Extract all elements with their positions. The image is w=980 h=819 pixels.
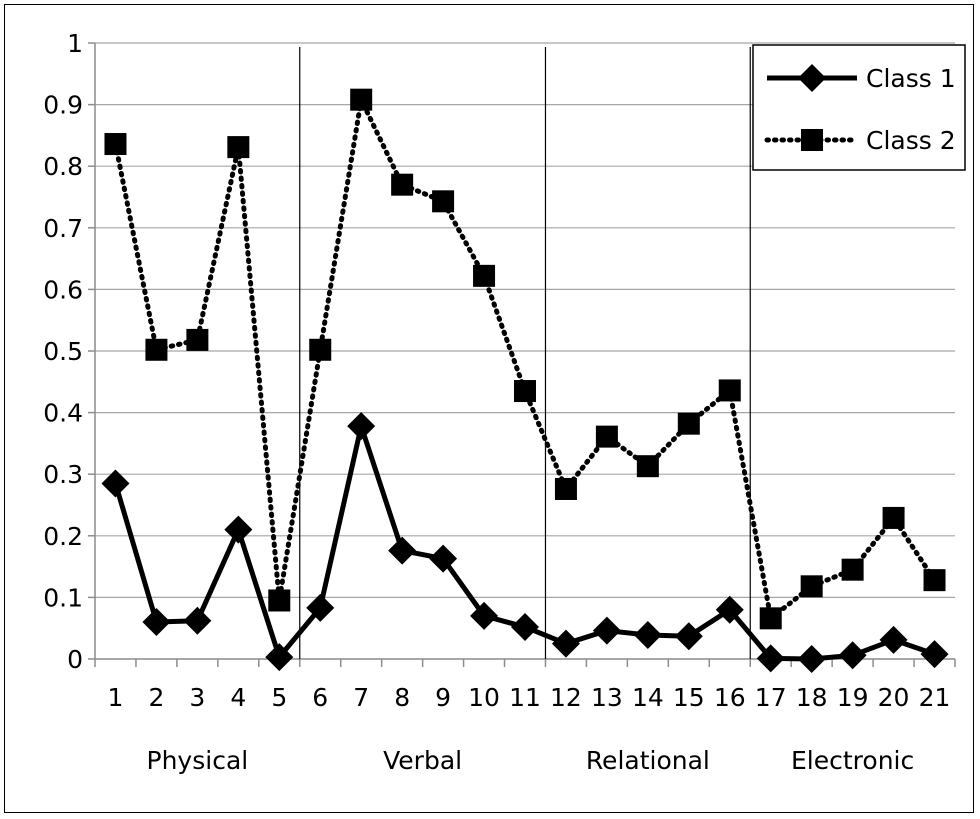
diamond-marker: [511, 612, 539, 641]
x-tick-label: 19: [837, 683, 869, 712]
x-tick-label: 20: [878, 683, 910, 712]
diamond-marker: [347, 412, 376, 441]
y-tick-label: 0.7: [43, 214, 83, 243]
x-tick-label: 16: [714, 683, 746, 712]
y-tick-label: 0.9: [43, 91, 83, 120]
diamond-marker: [838, 641, 867, 670]
diamond-marker: [224, 515, 253, 544]
y-tick-label: 0.4: [43, 399, 83, 428]
square-marker: [514, 380, 536, 403]
x-tick-label: 2: [148, 683, 164, 712]
square-marker: [350, 88, 373, 111]
legend: Class 1 Class 2: [752, 44, 966, 171]
x-tick-label: 13: [591, 683, 623, 712]
chart-frame: [4, 4, 974, 813]
square-marker: [677, 412, 700, 435]
x-tick-labels: 1 2 3 4 5 6 7 8 9 10 11 12 13 14 15 16 17 18 19 20 21: [108, 683, 951, 712]
diamond-marker: [674, 622, 703, 651]
x-tick-label: 17: [755, 683, 787, 712]
square-marker: [636, 455, 659, 478]
square-marker: [227, 136, 250, 159]
x-tick-label: 21: [919, 683, 951, 712]
square-marker: [309, 338, 332, 361]
y-tick-labels: 0 0.1 0.2 0.3 0.4 0.5 0.6 0.7 0.8 0.9 1: [43, 29, 83, 674]
group-label: Electronic: [791, 746, 914, 775]
legend-box: [752, 44, 966, 171]
legend-label: Class 2: [866, 126, 956, 155]
x-tick-label: 3: [189, 683, 205, 712]
x-tick-label: 8: [394, 683, 410, 712]
square-marker: [473, 264, 496, 287]
square-marker: [882, 506, 905, 529]
diamond-marker: [756, 644, 785, 673]
square-marker: [186, 328, 209, 351]
square-marker: [800, 575, 823, 598]
x-tick-label: 18: [796, 683, 828, 712]
diamond-marker: [388, 536, 417, 565]
diamond-marker: [920, 640, 949, 669]
group-labels: Physical Verbal Relational Electronic: [147, 746, 915, 775]
series-2: [104, 88, 946, 630]
x-tick-label: 4: [230, 683, 246, 712]
square-marker: [595, 425, 618, 448]
x-tick-label: 9: [435, 683, 451, 712]
diamond-marker: [101, 469, 130, 498]
y-tick-label: 0.6: [43, 275, 83, 304]
x-tick-label: 11: [509, 683, 541, 712]
diamond-marker: [429, 544, 458, 573]
diamond-marker: [633, 620, 662, 649]
y-tick-label: 0.1: [43, 583, 83, 612]
group-separators: [299, 47, 751, 659]
group-label: Physical: [147, 746, 249, 775]
x-tick-label: 14: [632, 683, 664, 712]
series-1: [101, 412, 949, 673]
x-tick-label: 6: [312, 683, 328, 712]
y-tick-label: 0.2: [43, 522, 83, 551]
x-tick-label: 5: [271, 683, 287, 712]
diamond-marker: [306, 593, 335, 622]
x-tick-label: 15: [673, 683, 705, 712]
diamond-marker: [715, 595, 744, 624]
y-tick-label: 0.8: [43, 152, 83, 181]
square-marker: [145, 338, 168, 361]
diamond-marker: [470, 601, 499, 630]
square-marker: [268, 589, 291, 612]
diamond-marker: [797, 645, 826, 673]
group-label: Relational: [586, 746, 710, 775]
y-tick-label: 1: [67, 29, 83, 58]
y-tick-label: 0.5: [43, 337, 83, 366]
diamond-marker: [142, 608, 171, 637]
legend-square-marker: [801, 129, 823, 151]
square-marker: [718, 379, 741, 402]
diamond-marker: [551, 629, 580, 658]
square-marker: [391, 173, 414, 196]
x-tick-label: 7: [353, 683, 369, 712]
x-tick-label: 10: [468, 683, 500, 712]
legend-label: Class 1: [866, 64, 956, 93]
y-tick-label: 0.3: [43, 460, 83, 489]
square-marker: [554, 477, 577, 500]
square-marker: [759, 607, 782, 630]
square-marker: [841, 558, 864, 581]
diamond-marker: [879, 625, 908, 654]
diamond-marker: [183, 606, 212, 635]
x-tick-label: 12: [550, 683, 582, 712]
group-label: Verbal: [383, 746, 462, 775]
square-marker: [104, 133, 127, 156]
x-tick-label: 1: [108, 683, 124, 712]
legend-diamond-marker: [798, 64, 826, 92]
series-lines: [101, 88, 949, 673]
square-marker: [432, 190, 455, 213]
y-tick-label: 0: [67, 645, 83, 674]
diamond-marker: [592, 616, 621, 645]
diamond-marker: [265, 643, 294, 672]
square-marker: [923, 569, 946, 592]
